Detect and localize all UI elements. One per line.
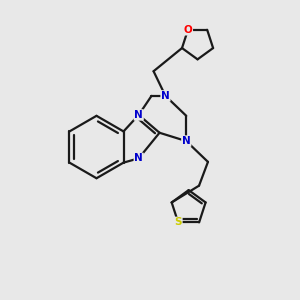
Text: N: N — [134, 153, 143, 163]
Text: S: S — [174, 218, 182, 227]
Text: N: N — [161, 91, 170, 101]
Text: O: O — [184, 25, 192, 35]
Text: N: N — [182, 136, 190, 146]
Text: N: N — [134, 110, 143, 120]
